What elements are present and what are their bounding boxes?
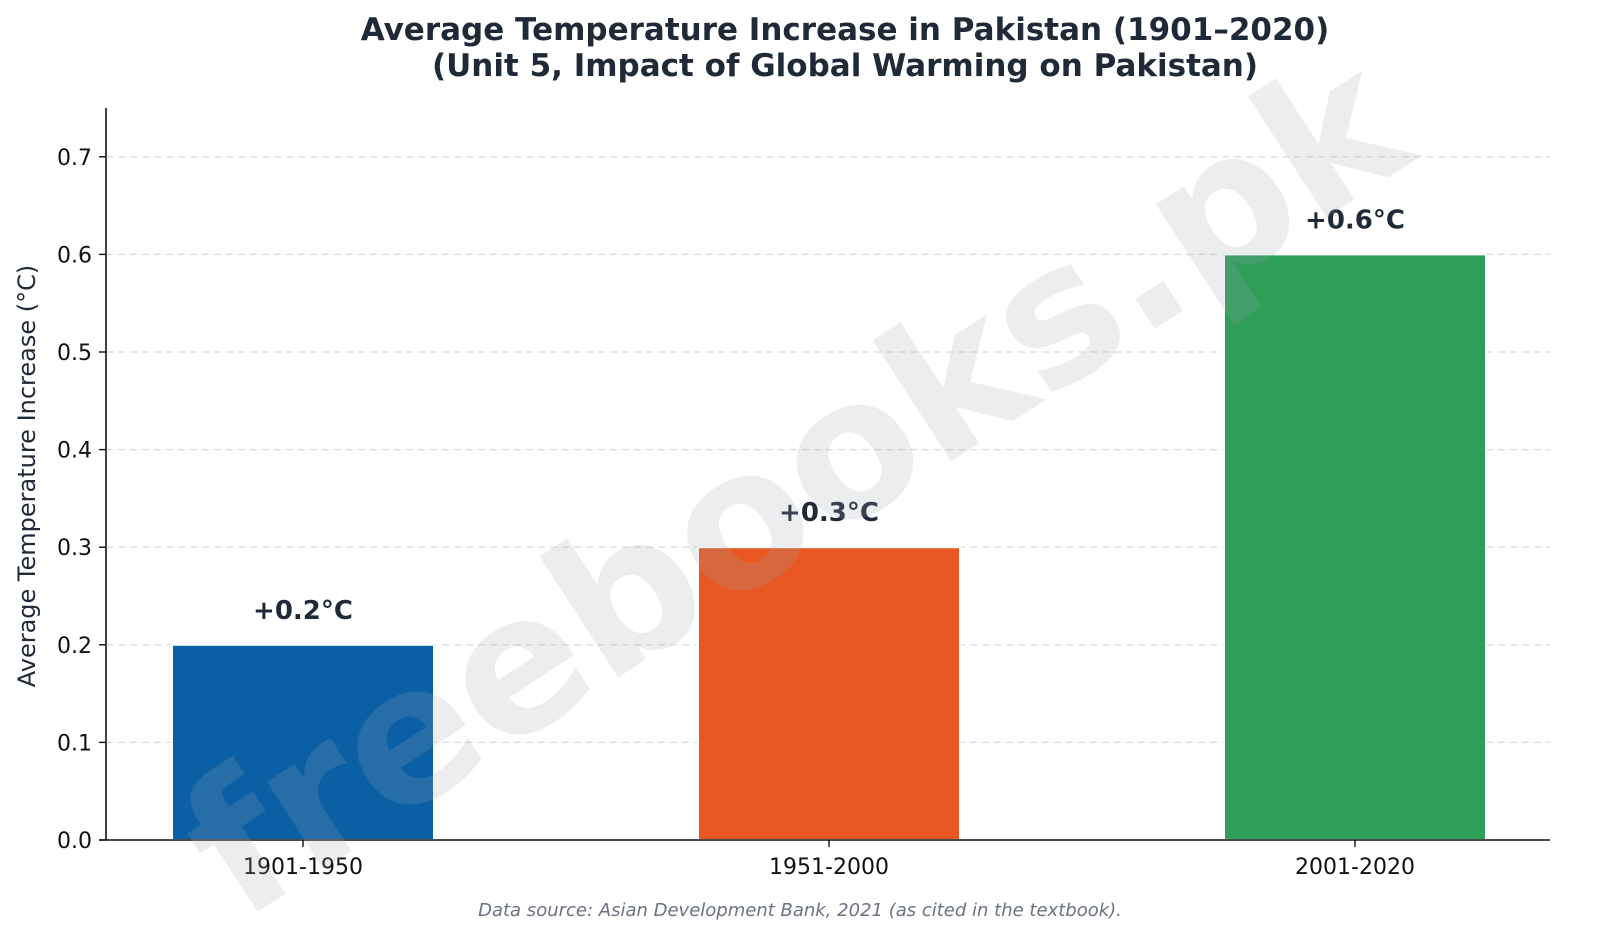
y-tick-label: 0.3 <box>57 536 92 561</box>
bars <box>171 253 1487 841</box>
x-tick-label: 1951-2000 <box>769 855 889 880</box>
bar-2001-2020 <box>1223 253 1487 841</box>
axes: 0.0 0.1 0.2 0.3 0.4 0.5 0.6 0.7 1901-1950 1951-20… <box>57 108 1550 880</box>
data-labels: +0.2°C +0.3°C +0.6°C <box>253 205 1405 625</box>
y-axis-label: Average Temperature Increase (°C) <box>13 265 41 688</box>
source-note: Data source: Asian Development Bank, 202… <box>478 900 1122 921</box>
x-tick-label: 1901-1950 <box>243 855 363 880</box>
y-tick-label: 0.5 <box>57 341 92 366</box>
y-tick-label: 0.6 <box>57 243 92 268</box>
y-tick-label: 0.1 <box>57 731 92 756</box>
bar-value-label: +0.6°C <box>1305 205 1405 235</box>
bar-1951-2000 <box>697 546 961 841</box>
bar-value-label: +0.2°C <box>253 596 353 626</box>
y-tick-label: 0.4 <box>57 439 92 464</box>
y-tick-label: 0.2 <box>57 634 92 659</box>
x-tick-label: 2001-2020 <box>1295 855 1415 880</box>
y-tick-label: 0.0 <box>57 829 92 854</box>
chart-subtitle: (Unit 5, Impact of Global Warming on Pak… <box>432 48 1258 84</box>
chart-title: Average Temperature Increase in Pakistan… <box>361 12 1330 48</box>
y-tick-label: 0.7 <box>57 146 92 171</box>
bar-value-label: +0.3°C <box>779 498 879 528</box>
